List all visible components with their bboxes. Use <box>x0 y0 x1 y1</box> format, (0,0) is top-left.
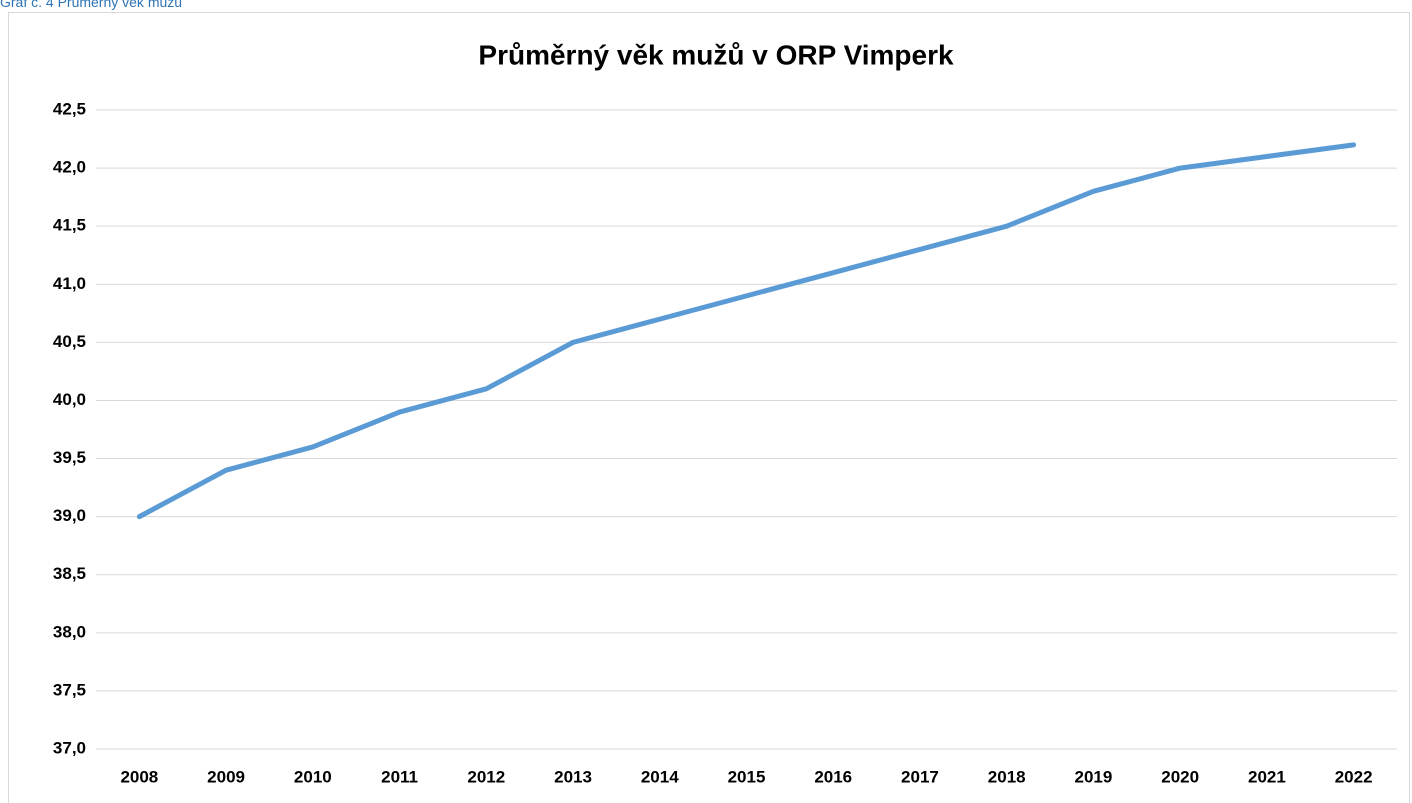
x-tick-label: 2019 <box>1075 767 1113 786</box>
y-tick-label: 39,5 <box>53 448 86 467</box>
y-tick-label: 38,0 <box>53 622 86 641</box>
x-tick-label: 2022 <box>1335 767 1373 786</box>
y-tick-label: 42,0 <box>53 158 86 177</box>
line-series <box>136 142 1357 520</box>
chart-title: Průměrný věk mužů v ORP Vimperk <box>478 39 954 70</box>
x-tick-label: 2021 <box>1248 767 1286 786</box>
x-tick-label: 2011 <box>381 767 418 786</box>
y-tick-label: 40,5 <box>53 332 86 351</box>
y-tick-label: 41,5 <box>53 216 86 235</box>
x-tick-label: 2009 <box>207 767 245 786</box>
x-tick-label: 2012 <box>467 767 505 786</box>
x-tick-label: 2014 <box>641 767 679 786</box>
x-tick-label: 2015 <box>728 767 766 786</box>
x-tick-label: 2008 <box>120 767 158 786</box>
chart-border <box>8 12 1410 803</box>
y-tick-label: 40,0 <box>53 390 86 409</box>
x-tick-label: 2010 <box>294 767 332 786</box>
y-tick-label: 41,0 <box>53 274 86 293</box>
y-tick-label: 37,5 <box>53 680 86 699</box>
caption: Graf č. 4 Průměrný věk mužů <box>0 0 183 10</box>
y-tick-label: 42,5 <box>53 99 86 118</box>
y-tick-label: 37,0 <box>53 738 86 757</box>
x-tick-label: 2013 <box>554 767 592 786</box>
y-tick-label: 38,5 <box>53 564 86 583</box>
y-tick-label: 39,0 <box>53 506 86 525</box>
x-tick-label: 2016 <box>814 767 852 786</box>
x-tick-label: 2017 <box>901 767 939 786</box>
x-tick-label: 2018 <box>988 767 1026 786</box>
x-tick-label: 2020 <box>1161 767 1199 786</box>
